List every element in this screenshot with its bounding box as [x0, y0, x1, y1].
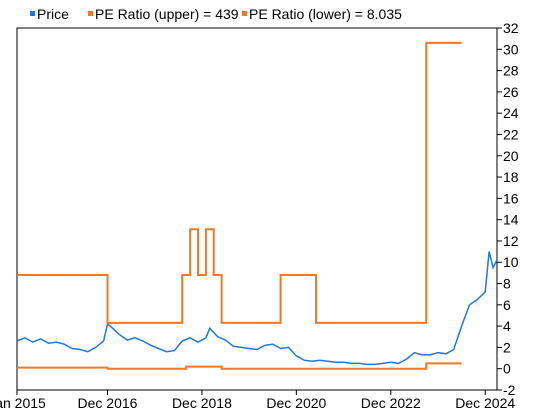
y-tick-label: 16 — [503, 190, 519, 206]
x-tick-label: Dec 2018 — [172, 395, 232, 411]
y-tick-label: 22 — [503, 126, 519, 142]
legend-marker-0 — [30, 11, 35, 16]
x-tick-label: Dec 2016 — [78, 395, 138, 411]
series-line-1 — [17, 41, 462, 324]
series-layer — [16, 41, 498, 370]
legend-label-2: PE Ratio (lower) = 8.035 — [249, 6, 402, 22]
y-tick-label: -2 — [503, 382, 516, 398]
x-tick-label: Dec 2024 — [455, 395, 515, 411]
x-tick-label: Dec 2022 — [361, 395, 421, 411]
legend: Price PE Ratio (upper) = 439 PE Ratio (low… — [30, 6, 402, 22]
y-tick-label: 6 — [503, 297, 511, 313]
x-tick-label: Dec 2020 — [266, 395, 326, 411]
y-tick-label: 12 — [503, 233, 519, 249]
x-axis: Jan 2015 Dec 2016 Dec 2018 Dec 2020 Dec 2022… — [0, 390, 515, 411]
y-tick-label: 4 — [503, 318, 511, 334]
plot-frame — [16, 27, 498, 391]
legend-label-1: PE Ratio (upper) = 439 — [95, 6, 239, 22]
x-tick-label: Jan 2015 — [0, 395, 46, 411]
y-tick-label: 8 — [503, 276, 511, 292]
y-tick-label: 2 — [503, 339, 511, 355]
y-tick-label: 20 — [503, 148, 519, 164]
legend-marker-2 — [242, 11, 247, 16]
legend-marker-1 — [88, 11, 93, 16]
y-tick-label: 14 — [503, 212, 519, 228]
y-tick-label: 28 — [503, 63, 519, 79]
legend-label-0: Price — [37, 6, 69, 22]
y-tick-label: 26 — [503, 84, 519, 100]
y-tick-label: 0 — [503, 361, 511, 377]
y-tick-label: 18 — [503, 169, 519, 185]
y-tick-label: 32 — [503, 20, 519, 36]
y-tick-label: 30 — [503, 41, 519, 57]
series-line-0 — [16, 251, 498, 366]
y-tick-label: 24 — [503, 105, 519, 121]
y-tick-label: 10 — [503, 254, 519, 270]
series-line-2 — [17, 362, 462, 370]
